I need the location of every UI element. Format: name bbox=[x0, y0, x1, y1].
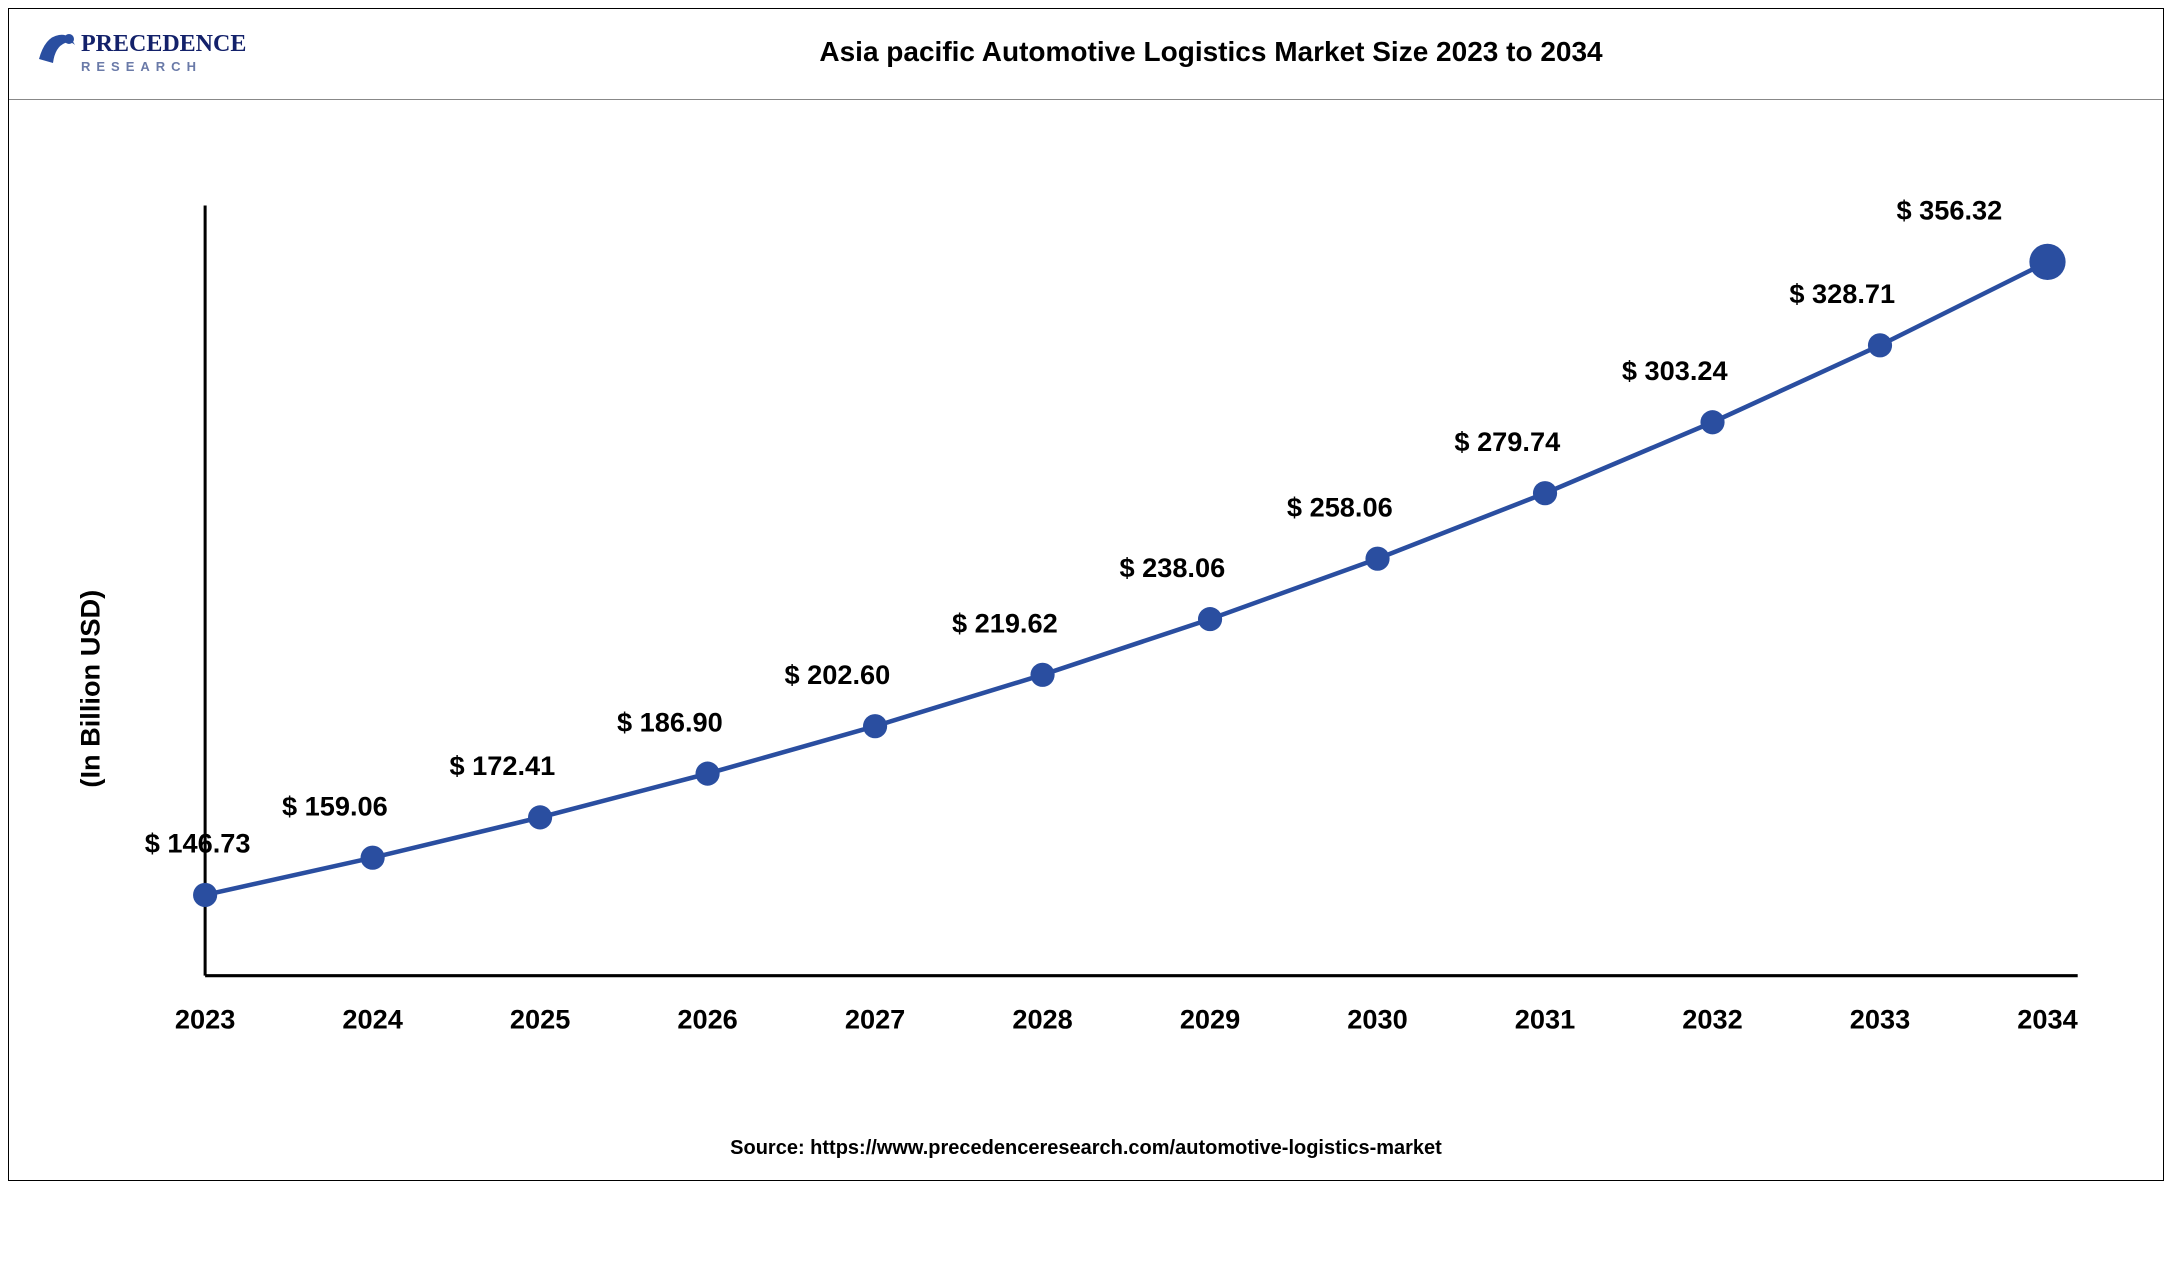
brand-logo: PRECEDENCE RESEARCH bbox=[29, 19, 249, 84]
x-axis-tick-label: 2031 bbox=[1515, 1004, 1575, 1035]
line-chart: (In Billion USD) $ 146.73 $ 159.06 $ 172.4… bbox=[39, 130, 2123, 1112]
value-label: $ 303.24 bbox=[1622, 355, 1728, 386]
x-axis-tick-label: 2029 bbox=[1180, 1004, 1240, 1035]
data-point bbox=[1198, 607, 1222, 631]
value-label: $ 279.74 bbox=[1454, 426, 1560, 457]
chart-header: PRECEDENCE RESEARCH Asia pacific Automot… bbox=[9, 9, 2163, 100]
x-axis-tick-label: 2033 bbox=[1850, 1004, 1910, 1035]
x-axis-tick-label: 2026 bbox=[677, 1004, 737, 1035]
x-axis-tick-label: 2030 bbox=[1347, 1004, 1407, 1035]
chart-area: (In Billion USD) $ 146.73 $ 159.06 $ 172.4… bbox=[9, 100, 2163, 1122]
logo-text-1: PRECEDENCE bbox=[81, 31, 246, 57]
logo-text-2: RESEARCH bbox=[81, 59, 202, 74]
value-labels: $ 146.73 $ 159.06 $ 172.41 $ 186.90 $ 202.60… bbox=[145, 195, 2003, 859]
value-label: $ 172.41 bbox=[449, 750, 555, 781]
value-label: $ 356.32 bbox=[1896, 195, 2002, 226]
data-point bbox=[1365, 547, 1389, 571]
data-point bbox=[361, 846, 385, 870]
data-point bbox=[1533, 481, 1557, 505]
data-point bbox=[193, 883, 217, 907]
x-axis-tick-label: 2027 bbox=[845, 1004, 905, 1035]
value-label: $ 186.90 bbox=[617, 706, 723, 737]
data-point bbox=[2029, 244, 2065, 280]
data-point bbox=[696, 762, 720, 786]
value-label: $ 219.62 bbox=[952, 608, 1058, 639]
value-label: $ 238.06 bbox=[1119, 552, 1225, 583]
logo-dot-icon bbox=[64, 34, 74, 44]
value-label: $ 328.71 bbox=[1789, 278, 1895, 309]
data-point bbox=[1700, 410, 1724, 434]
x-axis-tick-label: 2028 bbox=[1012, 1004, 1072, 1035]
x-axis-tick-label: 2024 bbox=[342, 1004, 402, 1035]
data-point bbox=[528, 805, 552, 829]
x-labels: 2023 2024 2025 2026 2027 2028 2029 2030 2031 2032… bbox=[175, 1004, 2078, 1035]
chart-title: Asia pacific Automotive Logistics Market… bbox=[279, 36, 2143, 68]
value-label: $ 202.60 bbox=[784, 659, 890, 690]
chart-source: Source: https://www.precedenceresearch.c… bbox=[9, 1122, 2163, 1180]
x-axis-tick-label: 2034 bbox=[2017, 1004, 2077, 1035]
value-label: $ 159.06 bbox=[282, 790, 388, 821]
data-point bbox=[863, 714, 887, 738]
x-axis-tick-label: 2025 bbox=[510, 1004, 570, 1035]
x-axis-tick-label: 2023 bbox=[175, 1004, 235, 1035]
y-axis-label: (In Billion USD) bbox=[74, 590, 105, 788]
value-label: $ 146.73 bbox=[145, 828, 251, 859]
x-axis-tick-label: 2032 bbox=[1682, 1004, 1742, 1035]
data-point bbox=[1868, 333, 1892, 357]
chart-container: PRECEDENCE RESEARCH Asia pacific Automot… bbox=[8, 8, 2164, 1181]
data-point bbox=[1030, 663, 1054, 687]
value-label: $ 258.06 bbox=[1287, 491, 1393, 522]
axes bbox=[205, 206, 2078, 976]
